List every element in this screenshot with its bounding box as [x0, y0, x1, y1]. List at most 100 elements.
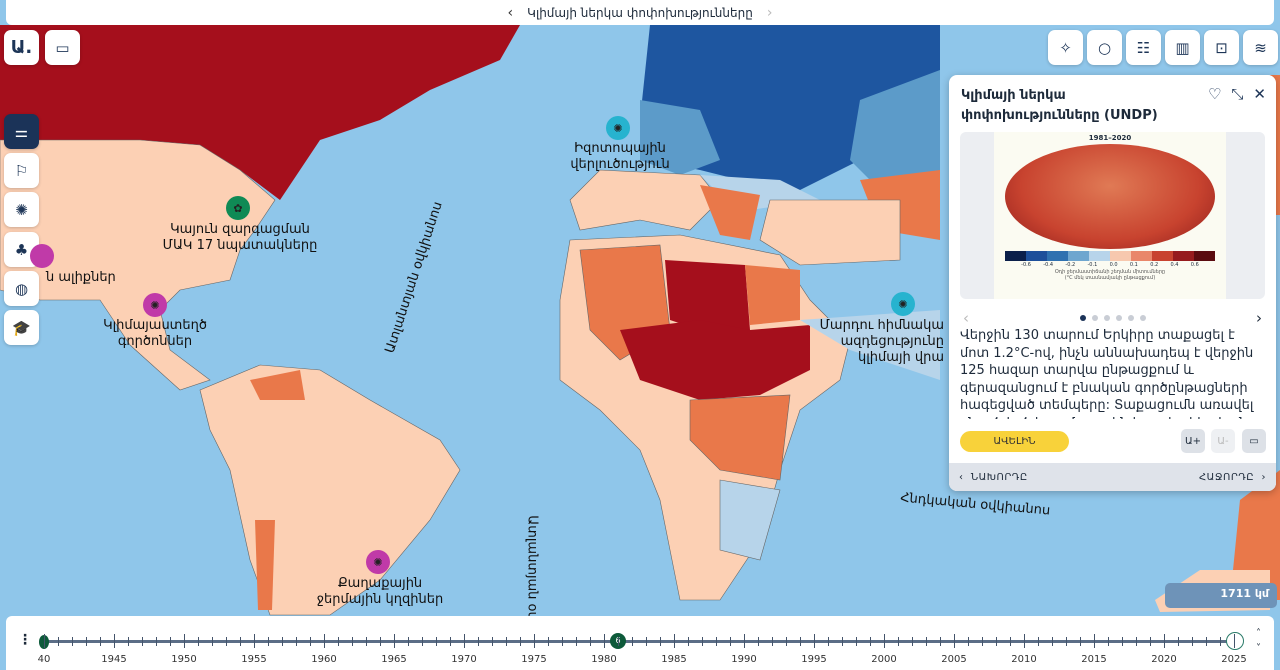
font-increase-button[interactable]: Ա+ [1181, 429, 1205, 453]
climate-button[interactable]: ✺ [4, 192, 39, 227]
isotope-label[interactable]: Իզոտոպային վերլուծություն [560, 141, 680, 173]
timeline-tick [380, 637, 381, 646]
prev-chapter-button[interactable]: ‹ [507, 4, 514, 21]
timeline[interactable]: ⋮ 6 ˄ ˅ 40194519501955196019651970197519… [6, 616, 1274, 670]
human-impact-label[interactable]: Մարդու հիմնակա ազդեցությունը կլիմայի վրա [806, 318, 944, 366]
timeline-tick [464, 634, 465, 648]
timeline-tick [1010, 637, 1011, 646]
timeline-year-label: 1975 [521, 654, 547, 665]
timeline-tick [954, 634, 955, 648]
font-decrease-button[interactable]: Ա- [1211, 429, 1235, 453]
climate-factors-pin[interactable]: ✺ [143, 293, 167, 317]
color-scale-ticks: -0.6 -0.4 -0.2 -0.1 0.0 0.1 0.2 0.4 0.6 [1015, 262, 1205, 268]
slide-dot[interactable] [1127, 315, 1134, 321]
search-button[interactable]: ○ [1087, 30, 1122, 65]
logo-button[interactable]: Ա. [4, 30, 39, 65]
timeline-up-button[interactable]: ˄ [1256, 628, 1261, 639]
flag-icon: ⚐ [14, 161, 29, 180]
slide-prev-button[interactable]: ‹ [963, 309, 969, 327]
quiz-button[interactable]: ☷ [1126, 30, 1161, 65]
timeline-tick [618, 637, 619, 646]
timeline-current-handle[interactable] [1226, 632, 1244, 650]
timeline-year-label: 1955 [241, 654, 267, 665]
collapse-icon[interactable]: ⤡ [1231, 85, 1244, 103]
timeline-tick [968, 637, 969, 646]
timeline-track[interactable] [44, 640, 1232, 643]
timeline-tick [226, 637, 227, 646]
heart-icon[interactable]: ♡ [1207, 85, 1222, 103]
atlantic-ocean-label-2: Ատլանտյան օվ [524, 515, 540, 620]
human-impact-pin[interactable]: ✺ [891, 292, 915, 316]
slide-dot[interactable] [1139, 315, 1146, 321]
flag-button[interactable]: ⚐ [4, 153, 39, 188]
timeline-tick [1052, 637, 1053, 646]
timeline-tick [786, 637, 787, 646]
screenshot-icon: ⊡ [1215, 38, 1228, 57]
timeline-tick [100, 637, 101, 646]
timeline-tick [128, 637, 129, 646]
timeline-tick [408, 637, 409, 646]
timeline-tick [296, 637, 297, 646]
timeline-tick [576, 637, 577, 646]
slide-next-button[interactable]: › [1256, 309, 1262, 327]
timeline-tick [856, 637, 857, 646]
timeline-tick [366, 637, 367, 646]
ai-button[interactable]: ✧ [1048, 30, 1083, 65]
color-swatch [1152, 251, 1173, 261]
climate-icon: ✺ [373, 555, 383, 569]
timeline-tick [674, 634, 675, 648]
timeline-tick [1178, 637, 1179, 646]
climate-factors-label[interactable]: Կլիմայաստեղծ գործոններ [90, 318, 220, 350]
layers-button[interactable]: ≋ [1243, 30, 1278, 65]
prev-article-button[interactable]: ‹ ՆԱԽՈՐԴԸ [959, 471, 1028, 483]
sdg-label[interactable]: Կայուն զարգացման ՄԱԿ 17 նպատակները [160, 222, 320, 254]
slide-dot[interactable] [1103, 315, 1110, 321]
next-article-button[interactable]: ՀԱՋՈՐԴԸ › [1199, 471, 1266, 483]
timeline-tick [590, 637, 591, 646]
globe-button[interactable]: ◍ [4, 271, 39, 306]
heatwaves-label[interactable]: ն ալիքներ [46, 270, 116, 285]
screenshot-button[interactable]: ⊡ [1204, 30, 1239, 65]
presentation-button[interactable]: ▭ [45, 30, 80, 65]
filters-button[interactable]: ⚌ [4, 114, 39, 149]
climate-icon: ✺ [15, 200, 28, 219]
timeline-tick [310, 637, 311, 646]
timeline-tick [1234, 634, 1235, 648]
slide-dot[interactable] [1079, 315, 1086, 321]
present-button[interactable]: ▭ [1242, 429, 1266, 453]
timeline-down-button[interactable]: ˅ [1256, 643, 1261, 654]
close-icon[interactable]: ✕ [1253, 85, 1266, 103]
scale-tick: 0.4 [1170, 262, 1179, 268]
timeline-tick [814, 634, 815, 648]
book-button[interactable]: ▥ [1165, 30, 1200, 65]
timeline-tick [1080, 637, 1081, 646]
sdg-pin[interactable]: ✿ [226, 196, 250, 220]
urban-heat-label[interactable]: Քաղաքային ջերմային կղզիներ [310, 576, 450, 608]
slide-dots [949, 315, 1276, 321]
timeline-year-label: 2000 [871, 654, 897, 665]
heatwaves-pin[interactable] [30, 244, 54, 268]
filters-icon: ⚌ [14, 122, 29, 141]
education-button[interactable]: 🎓 [4, 310, 39, 345]
climate-icon: ✺ [898, 297, 908, 311]
climate-icon: ✺ [150, 298, 160, 312]
timeline-tick [422, 637, 423, 646]
next-chapter-button[interactable]: › [766, 4, 773, 21]
color-swatch [1110, 251, 1131, 261]
timeline-menu-icon[interactable]: ⋮ [18, 632, 32, 648]
timeline-tick [716, 637, 717, 646]
sparkle-icon: ✧ [1059, 38, 1072, 57]
color-scale [1005, 251, 1215, 261]
scale-tick: -0.6 [1021, 262, 1031, 268]
label-line: Իզոտոպային [574, 141, 666, 156]
isotope-pin[interactable]: ✺ [606, 116, 630, 140]
image-title: 1981–2020 [1088, 134, 1132, 142]
label-line: Կայուն զարգացման [170, 222, 310, 237]
timeline-tick [604, 634, 605, 648]
slide-dot[interactable] [1115, 315, 1122, 321]
more-button[interactable]: ԱՎԵԼԻՆ [960, 431, 1069, 452]
urban-heat-pin[interactable]: ✺ [366, 550, 390, 574]
timeline-year-label: 1990 [731, 654, 757, 665]
slide-dot[interactable] [1091, 315, 1098, 321]
topbar: ‹ Կլիմայի ներկա փոփոխությունները › [6, 0, 1274, 25]
